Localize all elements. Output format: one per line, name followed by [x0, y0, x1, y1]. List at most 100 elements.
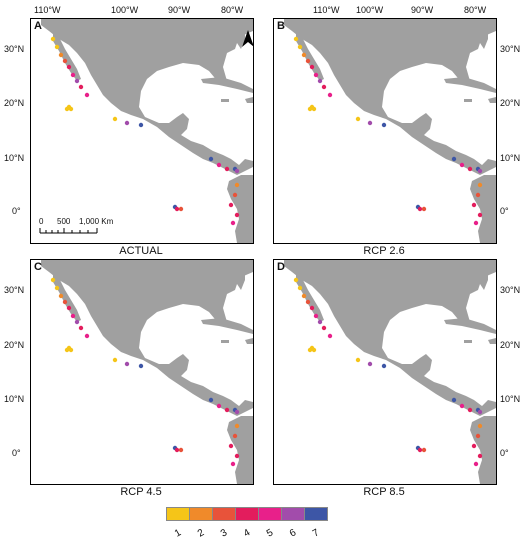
site-marker — [179, 448, 183, 452]
site-marker — [225, 167, 229, 171]
site-marker — [113, 358, 117, 362]
site-marker — [468, 408, 472, 412]
site-marker — [312, 348, 316, 352]
land-mass — [464, 340, 472, 343]
land-mass — [41, 19, 253, 175]
site-marker — [85, 334, 89, 338]
site-marker — [476, 193, 480, 197]
map-panel-d: D — [273, 259, 497, 485]
site-marker — [478, 454, 482, 458]
site-marker — [235, 213, 239, 217]
map-canvas — [31, 260, 253, 484]
legend-swatch — [189, 507, 213, 521]
site-marker — [308, 348, 312, 352]
panel-caption: RCP 8.5 — [274, 486, 494, 498]
lat-tick: 20°N — [500, 98, 520, 108]
site-marker — [217, 404, 221, 408]
legend-label: 7 — [309, 526, 323, 541]
site-marker — [314, 73, 318, 77]
site-marker — [71, 73, 75, 77]
land-mass — [245, 97, 253, 103]
scale-bar-graphic — [39, 227, 99, 235]
legend-label: 1 — [171, 526, 185, 541]
site-marker — [51, 37, 55, 41]
site-marker — [125, 121, 129, 125]
site-marker — [478, 410, 482, 414]
land-mass — [201, 77, 253, 93]
site-marker — [175, 448, 179, 452]
land-mass — [470, 175, 496, 243]
panel-caption: RCP 2.6 — [274, 245, 494, 257]
land-mass — [444, 318, 496, 334]
lon-tick: 110°W — [313, 5, 339, 15]
site-marker — [328, 334, 332, 338]
lat-tick: 30°N — [4, 285, 24, 295]
site-marker — [139, 123, 143, 127]
site-marker — [478, 424, 482, 428]
map-panel-a: A 0 500 1,000 Km — [30, 18, 254, 244]
site-marker — [229, 444, 233, 448]
site-marker — [294, 278, 298, 282]
site-marker — [422, 207, 426, 211]
site-marker — [306, 300, 310, 304]
land-mass — [221, 99, 229, 102]
site-marker — [51, 278, 55, 282]
site-marker — [231, 462, 235, 466]
scale-label: 500 — [57, 217, 70, 226]
lon-tick: 80°W — [221, 5, 243, 15]
lon-tick: 110°W — [34, 5, 60, 15]
site-marker — [217, 163, 221, 167]
site-marker — [310, 306, 314, 310]
site-marker — [382, 123, 386, 127]
site-marker — [452, 398, 456, 402]
map-canvas — [274, 19, 496, 243]
land-mass — [41, 260, 253, 416]
site-marker — [418, 448, 422, 452]
site-marker — [478, 169, 482, 173]
site-marker — [312, 107, 316, 111]
site-marker — [322, 326, 326, 330]
land-mass — [201, 318, 253, 334]
legend-label: 6 — [286, 526, 300, 541]
lat-tick: 0° — [500, 448, 509, 458]
land-mass — [444, 77, 496, 93]
site-marker — [175, 207, 179, 211]
site-marker — [235, 454, 239, 458]
site-marker — [474, 221, 478, 225]
legend-label: 2 — [194, 526, 208, 541]
site-marker — [382, 364, 386, 368]
site-marker — [235, 183, 239, 187]
site-marker — [71, 314, 75, 318]
site-marker — [478, 183, 482, 187]
site-marker — [113, 117, 117, 121]
site-marker — [310, 65, 314, 69]
map-panel-b: B — [273, 18, 497, 244]
lat-tick: 0° — [12, 206, 21, 216]
map-panel-c: C — [30, 259, 254, 485]
site-marker — [79, 326, 83, 330]
lat-tick: 0° — [12, 448, 21, 458]
site-marker — [75, 79, 79, 83]
land-mass — [464, 99, 472, 102]
land-mass — [470, 416, 496, 484]
land-mass — [227, 416, 253, 484]
lon-tick: 90°W — [411, 5, 433, 15]
land — [284, 19, 496, 243]
site-marker — [452, 157, 456, 161]
site-marker — [298, 45, 302, 49]
site-marker — [233, 193, 237, 197]
lon-tick: 90°W — [168, 5, 190, 15]
site-marker — [67, 306, 71, 310]
site-marker — [209, 398, 213, 402]
site-marker — [209, 157, 213, 161]
site-marker — [468, 167, 472, 171]
site-marker — [302, 294, 306, 298]
site-marker — [179, 207, 183, 211]
legend-label: 3 — [217, 526, 231, 541]
site-marker — [65, 107, 69, 111]
lon-tick: 80°W — [464, 5, 486, 15]
legend-label: 4 — [240, 526, 254, 541]
site-marker — [308, 107, 312, 111]
legend-swatch — [166, 507, 190, 521]
panel-letter: B — [277, 20, 285, 32]
